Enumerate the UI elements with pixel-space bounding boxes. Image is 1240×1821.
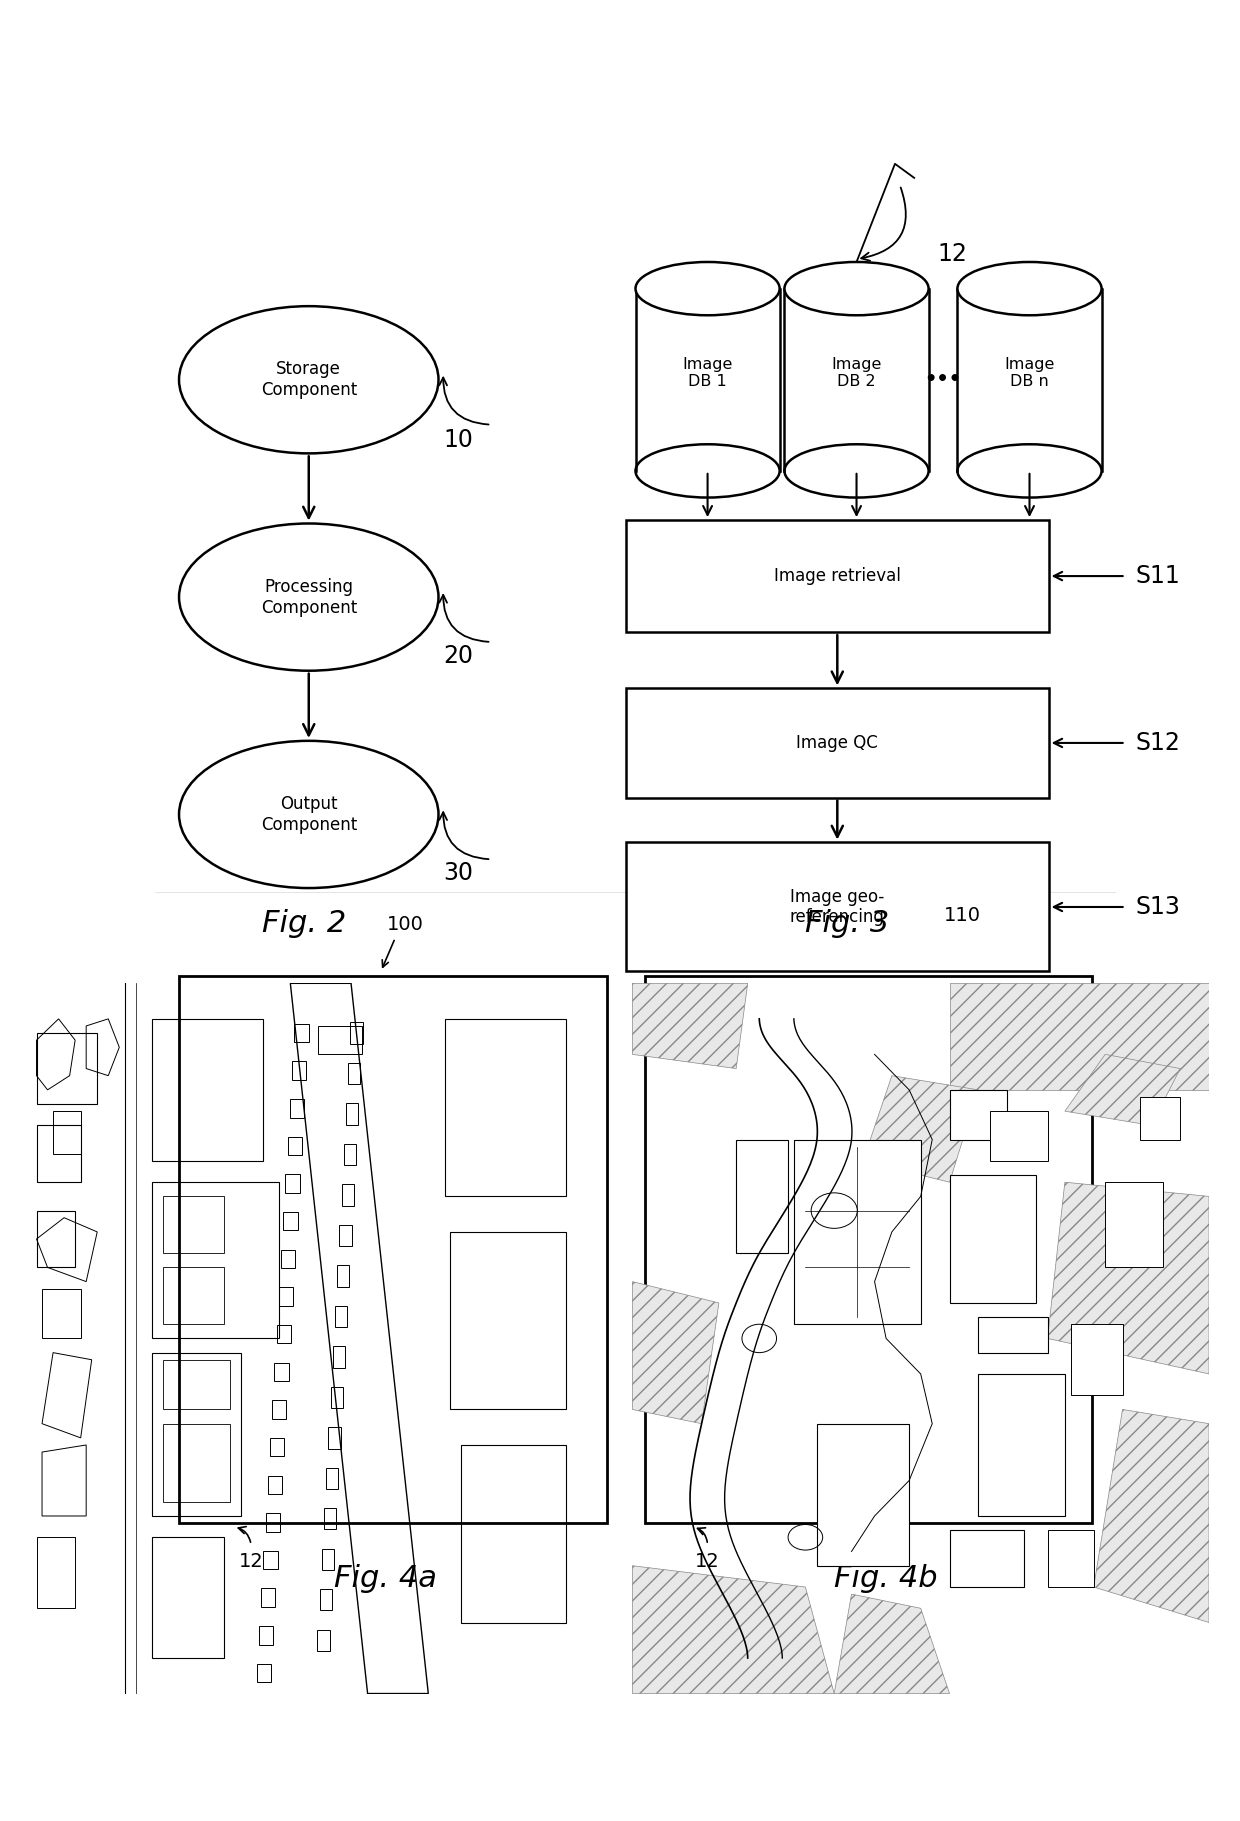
Polygon shape: [957, 288, 1101, 472]
Polygon shape: [1048, 1182, 1209, 1373]
Polygon shape: [950, 1089, 1007, 1140]
Text: Image
DB n: Image DB n: [1004, 357, 1055, 390]
FancyArrowPatch shape: [439, 812, 489, 860]
Ellipse shape: [635, 444, 780, 497]
Text: S12: S12: [1135, 730, 1180, 756]
FancyArrowPatch shape: [1054, 739, 1123, 747]
Text: Fig. 4b: Fig. 4b: [833, 1564, 937, 1593]
Ellipse shape: [179, 306, 439, 453]
FancyArrowPatch shape: [961, 940, 971, 969]
Text: 12: 12: [937, 242, 967, 266]
Text: 100: 100: [387, 914, 423, 934]
Polygon shape: [737, 1140, 789, 1253]
Text: 12: 12: [696, 1551, 720, 1572]
Polygon shape: [632, 983, 748, 1069]
Text: Processing
Component: Processing Component: [260, 577, 357, 617]
Text: 110: 110: [944, 907, 981, 925]
Polygon shape: [1048, 1530, 1094, 1586]
Text: Image geo-
referencing: Image geo- referencing: [790, 887, 885, 927]
Polygon shape: [950, 1530, 1024, 1586]
Text: 20: 20: [444, 645, 474, 668]
FancyArrowPatch shape: [698, 1528, 707, 1542]
FancyArrowPatch shape: [1054, 572, 1123, 581]
Polygon shape: [990, 1111, 1048, 1162]
FancyArrowPatch shape: [439, 377, 489, 424]
Polygon shape: [632, 1282, 719, 1424]
Polygon shape: [1070, 1324, 1122, 1395]
Polygon shape: [635, 288, 780, 472]
Polygon shape: [785, 288, 929, 472]
Text: Fig. 4a: Fig. 4a: [334, 1564, 438, 1593]
Text: Image retrieval: Image retrieval: [774, 566, 900, 585]
Polygon shape: [835, 1593, 950, 1694]
FancyBboxPatch shape: [179, 976, 606, 1522]
Polygon shape: [794, 1140, 920, 1324]
Polygon shape: [817, 1424, 909, 1566]
Ellipse shape: [785, 444, 929, 497]
Text: Storage
Component: Storage Component: [260, 361, 357, 399]
Polygon shape: [1094, 1409, 1209, 1623]
Polygon shape: [950, 983, 1209, 1089]
Text: S11: S11: [1135, 565, 1180, 588]
FancyArrowPatch shape: [238, 1526, 250, 1542]
Ellipse shape: [635, 262, 780, 315]
Text: 30: 30: [444, 861, 474, 885]
Polygon shape: [632, 1566, 835, 1694]
Polygon shape: [863, 1076, 978, 1182]
Text: •••: •••: [925, 370, 961, 390]
Ellipse shape: [179, 741, 439, 889]
Polygon shape: [978, 1317, 1048, 1353]
FancyArrowPatch shape: [439, 595, 489, 641]
Text: 12: 12: [239, 1551, 263, 1572]
FancyBboxPatch shape: [626, 843, 1049, 971]
Ellipse shape: [957, 444, 1101, 497]
Polygon shape: [1065, 1054, 1180, 1125]
Polygon shape: [1140, 1096, 1180, 1140]
Polygon shape: [978, 1373, 1065, 1515]
Ellipse shape: [785, 262, 929, 315]
Text: Image
DB 2: Image DB 2: [831, 357, 882, 390]
FancyArrowPatch shape: [862, 188, 905, 260]
FancyArrowPatch shape: [1054, 903, 1123, 910]
FancyBboxPatch shape: [626, 688, 1049, 798]
Text: Output
Component: Output Component: [260, 796, 357, 834]
Text: Fig. 3: Fig. 3: [805, 909, 889, 938]
Polygon shape: [950, 1175, 1037, 1304]
Text: S13: S13: [1135, 894, 1180, 920]
Polygon shape: [1105, 1182, 1163, 1267]
Text: Image
DB 1: Image DB 1: [682, 357, 733, 390]
Ellipse shape: [957, 262, 1101, 315]
FancyBboxPatch shape: [645, 976, 1092, 1522]
Text: Image QC: Image QC: [796, 734, 878, 752]
Text: 10: 10: [444, 428, 474, 452]
Ellipse shape: [179, 523, 439, 670]
Text: Fig. 2: Fig. 2: [262, 909, 346, 938]
FancyBboxPatch shape: [626, 521, 1049, 632]
